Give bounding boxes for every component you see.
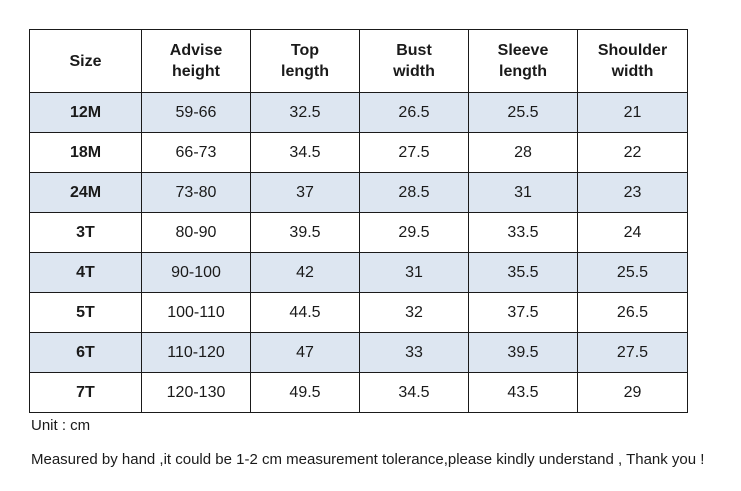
size-cell: 6T [29, 332, 142, 373]
table-row: 5T 100-110 44.5 32 37.5 26.5 [29, 292, 688, 333]
advise-height-cell: 110-120 [141, 332, 251, 373]
bust-width-cell: 26.5 [359, 92, 469, 133]
header-sleeve-length: Sleeve length [468, 29, 578, 93]
sleeve-length-cell: 31 [468, 172, 578, 213]
advise-height-cell: 100-110 [141, 292, 251, 333]
sleeve-length-cell: 28 [468, 132, 578, 173]
sleeve-length-cell: 43.5 [468, 372, 578, 413]
shoulder-width-cell: 24 [577, 212, 688, 253]
advise-height-cell: 66-73 [141, 132, 251, 173]
table-row: 12M 59-66 32.5 26.5 25.5 21 [29, 92, 688, 133]
top-length-cell: 49.5 [250, 372, 360, 413]
sleeve-length-cell: 37.5 [468, 292, 578, 333]
sleeve-length-cell: 35.5 [468, 252, 578, 293]
shoulder-width-cell: 26.5 [577, 292, 688, 333]
sleeve-length-cell: 33.5 [468, 212, 578, 253]
size-cell: 4T [29, 252, 142, 293]
table-row: 24M 73-80 37 28.5 31 23 [29, 172, 688, 213]
top-length-cell: 44.5 [250, 292, 360, 333]
advise-height-cell: 80-90 [141, 212, 251, 253]
sleeve-length-cell: 25.5 [468, 92, 578, 133]
size-cell: 7T [29, 372, 142, 413]
header-bust-width: Bust width [359, 29, 469, 93]
top-length-cell: 47 [250, 332, 360, 373]
advise-height-cell: 73-80 [141, 172, 251, 213]
table-body: 12M 59-66 32.5 26.5 25.5 21 18M 66-73 34.5 27.5 28… [29, 92, 688, 413]
top-length-cell: 34.5 [250, 132, 360, 173]
table-row: 7T 120-130 49.5 34.5 43.5 29 [29, 372, 688, 413]
advise-height-cell: 120-130 [141, 372, 251, 413]
size-cell: 18M [29, 132, 142, 173]
size-cell: 3T [29, 212, 142, 253]
top-length-cell: 42 [250, 252, 360, 293]
size-chart-table: Size Advise height Top length Bust width… [29, 29, 688, 413]
bust-width-cell: 34.5 [359, 372, 469, 413]
header-shoulder-width: Shoulder width [577, 29, 688, 93]
advise-height-cell: 90-100 [141, 252, 251, 293]
bust-width-cell: 28.5 [359, 172, 469, 213]
top-length-cell: 37 [250, 172, 360, 213]
shoulder-width-cell: 27.5 [577, 332, 688, 373]
header-advise-height: Advise height [141, 29, 251, 93]
table-row: 6T 110-120 47 33 39.5 27.5 [29, 332, 688, 373]
top-length-cell: 32.5 [250, 92, 360, 133]
bust-width-cell: 27.5 [359, 132, 469, 173]
shoulder-width-cell: 29 [577, 372, 688, 413]
size-cell: 5T [29, 292, 142, 333]
sleeve-length-cell: 39.5 [468, 332, 578, 373]
shoulder-width-cell: 23 [577, 172, 688, 213]
table-header-row: Size Advise height Top length Bust width… [29, 29, 688, 93]
shoulder-width-cell: 25.5 [577, 252, 688, 293]
bust-width-cell: 33 [359, 332, 469, 373]
shoulder-width-cell: 22 [577, 132, 688, 173]
table-row: 3T 80-90 39.5 29.5 33.5 24 [29, 212, 688, 253]
bust-width-cell: 29.5 [359, 212, 469, 253]
table-row: 18M 66-73 34.5 27.5 28 22 [29, 132, 688, 173]
advise-height-cell: 59-66 [141, 92, 251, 133]
bust-width-cell: 31 [359, 252, 469, 293]
size-cell: 12M [29, 92, 142, 133]
shoulder-width-cell: 21 [577, 92, 688, 133]
bust-width-cell: 32 [359, 292, 469, 333]
header-top-length: Top length [250, 29, 360, 93]
top-length-cell: 39.5 [250, 212, 360, 253]
size-cell: 24M [29, 172, 142, 213]
table-row: 4T 90-100 42 31 35.5 25.5 [29, 252, 688, 293]
unit-note: Unit : cm [31, 417, 91, 434]
header-size: Size [29, 29, 142, 93]
measurement-disclaimer: Measured by hand ,it could be 1-2 cm mea… [31, 451, 705, 468]
